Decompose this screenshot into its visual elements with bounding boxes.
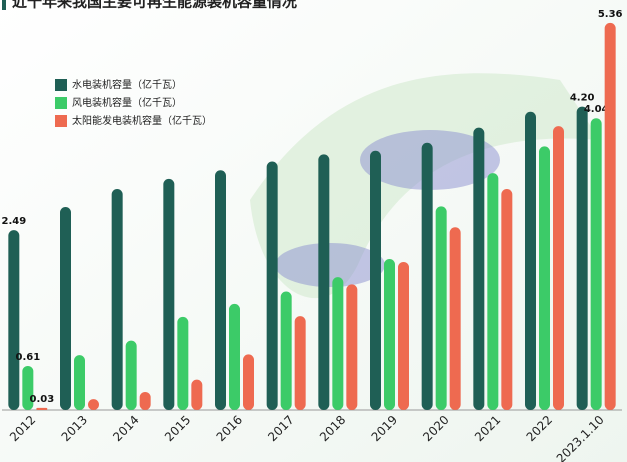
legend-swatch	[55, 97, 67, 109]
bar	[449, 227, 461, 410]
value-label: 0.03	[29, 394, 54, 405]
chart-title: 近十年来我国主要可再生能源装机容量情况	[12, 0, 297, 11]
bar	[384, 259, 395, 410]
bar	[243, 354, 254, 410]
value-label: 4.04	[584, 104, 609, 115]
bar	[88, 399, 99, 410]
bar	[294, 316, 306, 410]
bar	[163, 178, 175, 410]
bar	[370, 150, 381, 410]
bar	[332, 277, 344, 410]
bar	[139, 391, 151, 410]
bar	[487, 173, 499, 410]
bar	[590, 118, 602, 410]
bar	[60, 207, 71, 410]
bar	[473, 127, 485, 410]
bar	[501, 189, 513, 410]
value-label: 5.36	[598, 9, 623, 20]
bar	[125, 340, 137, 410]
bar	[539, 146, 550, 410]
decor	[250, 73, 600, 299]
bar	[525, 111, 536, 410]
bar	[74, 355, 85, 410]
bar	[398, 261, 409, 410]
legend-label: 太阳能发电装机容量（亿千瓦）	[72, 114, 212, 127]
bar	[553, 126, 564, 411]
legend-swatch	[55, 79, 67, 91]
value-label: 4.20	[570, 93, 595, 104]
bar	[36, 407, 48, 410]
title-bar	[2, 0, 6, 10]
legend-label: 水电装机容量（亿千瓦）	[72, 78, 182, 91]
bar	[576, 106, 588, 411]
bar	[435, 206, 447, 410]
bar	[604, 22, 616, 411]
bar	[266, 161, 278, 410]
bar	[346, 284, 358, 410]
value-label: 0.61	[15, 352, 40, 363]
bar	[177, 316, 189, 410]
bar	[421, 142, 433, 410]
legend-swatch	[55, 115, 67, 127]
bar	[318, 154, 330, 410]
decor	[275, 243, 385, 287]
bar	[8, 230, 20, 410]
legend-label: 风电装机容量（亿千瓦）	[72, 96, 182, 109]
bar	[229, 303, 240, 410]
bar	[280, 291, 292, 410]
bar	[191, 379, 203, 410]
bar	[22, 365, 34, 410]
bar	[215, 170, 226, 410]
value-label: 2.49	[1, 216, 26, 227]
bar	[111, 189, 123, 410]
